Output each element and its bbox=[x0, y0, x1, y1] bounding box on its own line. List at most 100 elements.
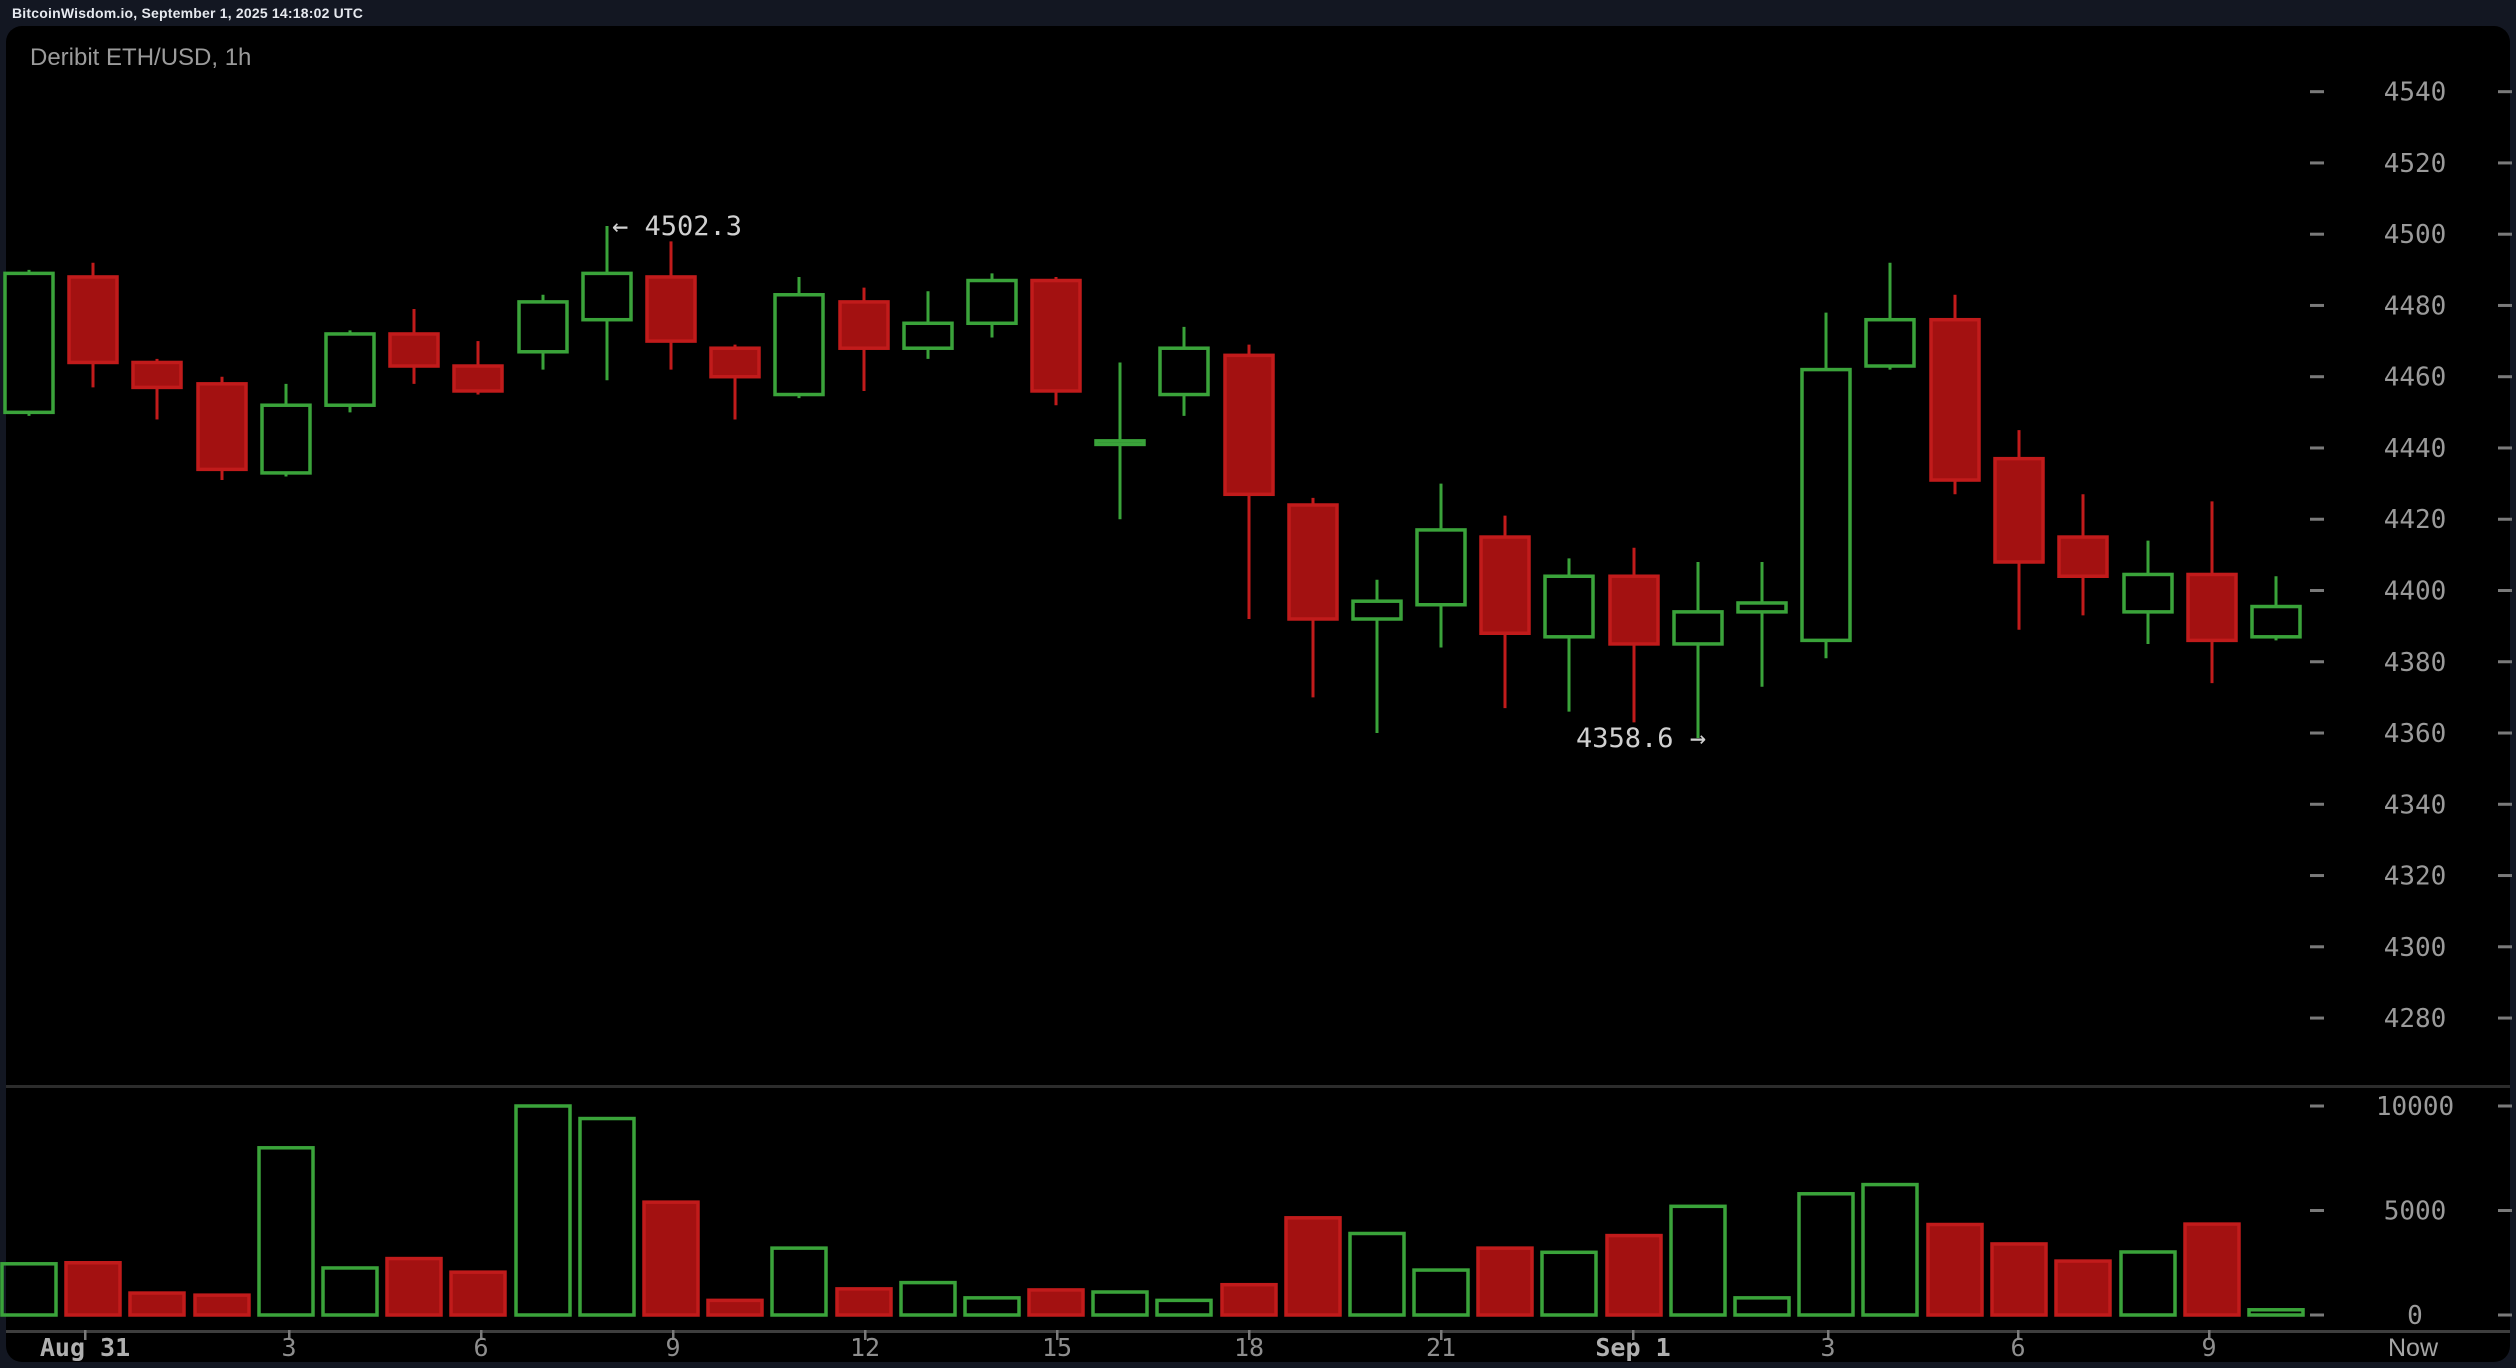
price-tick bbox=[2310, 945, 2324, 949]
candle-body bbox=[3, 271, 55, 415]
volume-tick bbox=[2310, 1209, 2324, 1212]
price-tick bbox=[2498, 517, 2512, 521]
volume-bar bbox=[257, 1146, 315, 1317]
candle-body bbox=[2057, 535, 2109, 578]
candle-body bbox=[1608, 574, 1660, 646]
candle-body bbox=[1800, 367, 1852, 643]
candle-body bbox=[581, 271, 633, 322]
price-tick bbox=[2498, 303, 2512, 307]
time-axis-label: 9 bbox=[665, 1333, 680, 1362]
volume-bar bbox=[1669, 1204, 1727, 1317]
volume-axis-label: 10000 bbox=[2376, 1092, 2454, 1122]
price-tick bbox=[2310, 303, 2324, 307]
price-tick bbox=[2310, 874, 2324, 878]
price-tick bbox=[2498, 588, 2512, 592]
volume-tick bbox=[2310, 1313, 2324, 1317]
price-tick bbox=[2498, 90, 2512, 94]
chart-panel bbox=[6, 26, 2510, 1362]
candle-body bbox=[1736, 601, 1788, 614]
time-axis-label: Aug 31 bbox=[40, 1333, 130, 1362]
price-tick bbox=[2310, 446, 2324, 450]
volume-bar bbox=[2183, 1222, 2241, 1317]
candle-body bbox=[966, 278, 1018, 326]
time-tick bbox=[2017, 1330, 2020, 1340]
volume-tick bbox=[2498, 1104, 2512, 1108]
time-axis-label: Sep 1 bbox=[1595, 1333, 1670, 1362]
candle-body bbox=[2186, 572, 2238, 643]
volume-bar bbox=[963, 1296, 1021, 1317]
price-tick bbox=[2498, 446, 2512, 450]
time-tick bbox=[672, 1330, 675, 1340]
price-tick bbox=[2310, 517, 2324, 521]
price-axis-label: 4540 bbox=[2384, 78, 2447, 108]
candle-body bbox=[1993, 456, 2045, 564]
time-tick bbox=[2208, 1330, 2211, 1340]
volume-tick bbox=[2310, 1104, 2324, 1108]
price-tick bbox=[2310, 375, 2324, 379]
volume-bar bbox=[514, 1104, 572, 1317]
candle-body bbox=[2250, 604, 2302, 639]
price-tick bbox=[2498, 232, 2512, 236]
price-axis-label: 4500 bbox=[2384, 220, 2447, 250]
time-axis-label: 15 bbox=[1042, 1333, 1072, 1362]
time-tick bbox=[1827, 1330, 1830, 1340]
volume-bar bbox=[1605, 1233, 1663, 1317]
volume-axis-label: 0 bbox=[2407, 1301, 2423, 1331]
volume-bar bbox=[1348, 1231, 1406, 1317]
time-axis-label: 3 bbox=[281, 1333, 296, 1362]
candle-body bbox=[2122, 572, 2174, 614]
price-tick bbox=[2310, 802, 2324, 806]
time-tick bbox=[864, 1330, 867, 1340]
volume-bar bbox=[1926, 1222, 1984, 1317]
time-axis-label: 6 bbox=[473, 1333, 488, 1362]
chart-title: Deribit ETH/USD, 1h bbox=[30, 44, 252, 71]
volume-bar bbox=[1412, 1268, 1470, 1317]
volume-bar bbox=[1797, 1192, 1855, 1317]
price-tick bbox=[2310, 588, 2324, 592]
time-tick bbox=[1440, 1330, 1443, 1340]
candle-body bbox=[1287, 503, 1339, 621]
volume-bar bbox=[193, 1293, 251, 1317]
candle-body bbox=[1030, 278, 1082, 393]
volume-bar bbox=[2119, 1250, 2177, 1317]
price-tick bbox=[2498, 375, 2512, 379]
volume-bar bbox=[2247, 1308, 2305, 1317]
time-tick bbox=[1248, 1330, 1251, 1340]
time-axis-label: 9 bbox=[2201, 1333, 2216, 1362]
volume-bar bbox=[1733, 1296, 1791, 1317]
price-axis-label: 4520 bbox=[2384, 149, 2447, 179]
price-tick bbox=[2498, 731, 2512, 735]
volume-tick bbox=[2498, 1209, 2512, 1212]
volume-bar bbox=[578, 1116, 636, 1317]
volume-bar bbox=[321, 1266, 379, 1317]
candle-body bbox=[196, 382, 248, 472]
volume-bar bbox=[385, 1256, 443, 1317]
candle-body bbox=[645, 275, 697, 343]
candle-body bbox=[902, 321, 954, 350]
price-axis-label: 4460 bbox=[2384, 363, 2447, 393]
candle-body bbox=[1223, 353, 1275, 497]
volume-bar bbox=[2054, 1259, 2112, 1317]
price-tick bbox=[2498, 945, 2512, 949]
time-tick bbox=[1056, 1330, 1059, 1340]
time-axis-label: 12 bbox=[850, 1333, 880, 1362]
price-axis-label: 4280 bbox=[2384, 1004, 2447, 1034]
volume-bar bbox=[1091, 1290, 1149, 1317]
candle-body bbox=[1158, 346, 1210, 397]
candle-body bbox=[1479, 535, 1531, 636]
price-axis-label: 4320 bbox=[2384, 862, 2447, 892]
volume-bar bbox=[706, 1298, 764, 1317]
volume-axis-label: 5000 bbox=[2384, 1197, 2447, 1227]
pane-separator bbox=[6, 1085, 2510, 1088]
candle-body bbox=[260, 403, 312, 475]
price-tick bbox=[2498, 874, 2512, 878]
time-tick bbox=[480, 1330, 483, 1340]
price-axis-label: 4360 bbox=[2384, 719, 2447, 749]
candle-body bbox=[324, 332, 376, 407]
window-titlebar: BitcoinWisdom.io, September 1, 2025 14:1… bbox=[0, 0, 2516, 26]
volume-bar bbox=[1990, 1242, 2048, 1317]
price-axis-label: 4300 bbox=[2384, 933, 2447, 963]
volume-bar bbox=[1220, 1282, 1278, 1317]
volume-bar bbox=[770, 1246, 828, 1317]
